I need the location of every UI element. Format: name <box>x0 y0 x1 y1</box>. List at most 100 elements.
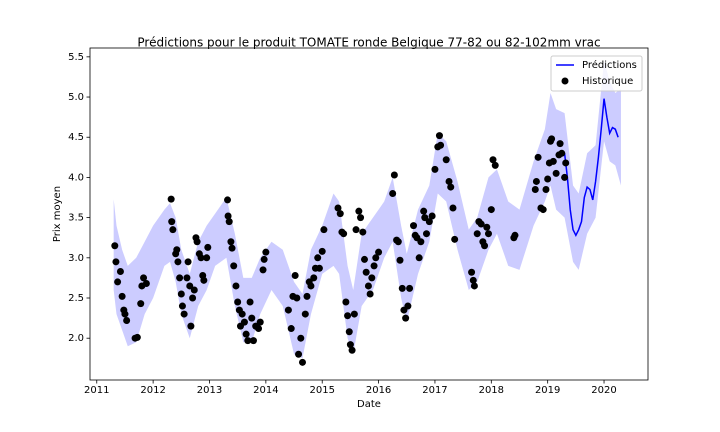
history-point <box>447 183 455 191</box>
history-point <box>415 254 423 262</box>
x-tick-label: 2018 <box>479 385 504 396</box>
y-tick-label: 5.5 <box>68 52 84 63</box>
history-point <box>487 206 495 214</box>
history-point <box>190 286 198 294</box>
history-point <box>238 310 246 318</box>
history-point <box>345 328 353 336</box>
history-point <box>389 190 397 198</box>
history-point <box>186 282 194 290</box>
history-point <box>360 255 368 263</box>
history-point <box>112 258 120 266</box>
history-point <box>297 334 305 342</box>
x-tick-label: 2016 <box>366 385 391 396</box>
y-tick-label: 4.0 <box>68 172 84 183</box>
history-point <box>336 210 344 218</box>
history-point <box>291 271 299 279</box>
history-point <box>410 222 418 230</box>
x-tick-label: 2020 <box>591 385 616 396</box>
history-point <box>449 204 457 212</box>
history-point <box>230 262 238 270</box>
history-point <box>334 204 342 212</box>
history-point <box>262 248 270 256</box>
history-point <box>420 207 428 215</box>
history-point <box>406 284 414 292</box>
history-point <box>111 242 119 250</box>
history-point <box>173 246 181 254</box>
history-point <box>234 298 242 306</box>
plot-frame <box>89 47 649 381</box>
history-point <box>469 276 477 284</box>
history-point <box>242 330 250 338</box>
x-tick-label: 2013 <box>197 385 222 396</box>
x-tick-label: 2017 <box>422 385 447 396</box>
history-point <box>398 284 406 292</box>
x-tick-label: 2015 <box>309 385 334 396</box>
history-point <box>370 262 378 270</box>
history-point <box>437 141 445 149</box>
history-point <box>390 171 398 179</box>
history-point <box>200 276 208 284</box>
history-point <box>346 341 354 349</box>
history-point <box>421 214 429 222</box>
history-point <box>359 228 367 236</box>
history-point <box>435 132 443 140</box>
history-point <box>244 337 252 345</box>
history-point <box>169 226 177 234</box>
history-point <box>368 274 376 282</box>
history-point <box>484 230 492 238</box>
history-point <box>246 298 254 306</box>
history-point <box>303 292 311 300</box>
history-point <box>142 280 150 288</box>
history-point <box>116 267 124 275</box>
history-point <box>121 310 129 318</box>
history-point <box>255 325 263 333</box>
history-point <box>552 169 560 177</box>
history-point <box>375 248 383 256</box>
history-point <box>225 218 233 226</box>
history-point <box>228 244 236 252</box>
x-tick-label: 2012 <box>140 385 165 396</box>
history-point <box>431 165 439 173</box>
history-point <box>558 149 566 157</box>
history-point <box>240 318 248 326</box>
history-point <box>402 314 410 322</box>
history-point <box>284 306 292 314</box>
history-point <box>489 156 497 164</box>
history-point <box>320 226 328 234</box>
y-tick-label: 5.0 <box>68 92 84 103</box>
history-point <box>187 322 195 330</box>
history-point <box>532 177 540 185</box>
history-point <box>542 185 550 193</box>
history-point <box>176 274 184 282</box>
x-tick-label: 2014 <box>253 385 278 396</box>
history-point <box>428 212 436 220</box>
history-point <box>315 264 323 272</box>
history-point <box>183 274 191 282</box>
history-point <box>174 258 182 266</box>
history-point <box>193 238 201 246</box>
y-tick-label: 4.5 <box>68 132 84 143</box>
history-point <box>189 294 197 302</box>
history-point <box>224 212 232 220</box>
history-point <box>483 223 491 231</box>
history-point <box>133 333 141 341</box>
history-point <box>314 254 322 262</box>
history-point <box>227 238 235 246</box>
history-point <box>298 358 306 366</box>
history-point <box>562 159 570 167</box>
history-point <box>348 346 356 354</box>
history-point <box>445 177 453 185</box>
history-point <box>539 206 547 214</box>
history-point <box>396 256 404 264</box>
y-tick-label: 2.0 <box>68 333 84 344</box>
history-point <box>184 258 192 266</box>
history-point <box>422 230 430 238</box>
history-point <box>477 220 485 228</box>
history-point <box>350 310 358 318</box>
y-axis-label: Prix moyen <box>52 186 63 242</box>
history-point <box>177 290 185 298</box>
history-point <box>301 310 309 318</box>
history-point <box>232 282 240 290</box>
history-point <box>470 282 478 290</box>
history-point <box>511 231 519 239</box>
